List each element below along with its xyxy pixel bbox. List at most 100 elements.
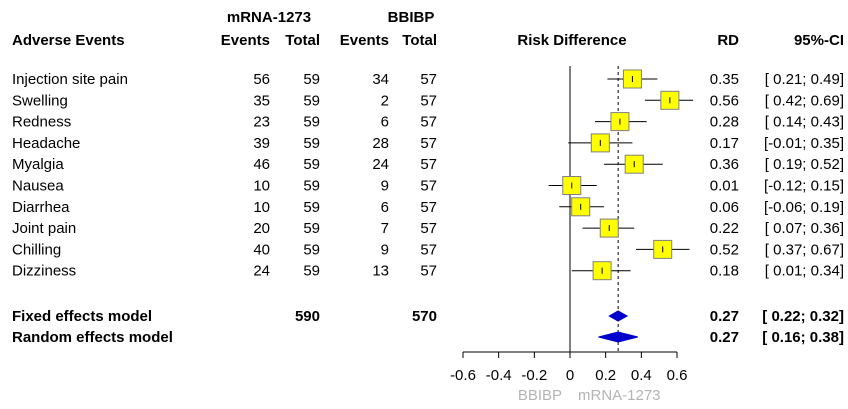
row-total-mrna: 59 [303, 135, 320, 152]
row-total-mrna: 59 [303, 92, 320, 109]
row-total-mrna: 59 [303, 241, 320, 258]
row-label: Joint pain [12, 220, 76, 237]
header-group2: BBIBP [388, 9, 435, 26]
row-rd-value: 0.06 [710, 199, 739, 216]
row-total-bbibp: 57 [420, 114, 437, 131]
summary-diamond [598, 331, 638, 343]
row-total-mrna: 59 [303, 220, 320, 237]
row-total-mrna: 59 [303, 156, 320, 173]
row-events-mrna: 35 [253, 92, 270, 109]
row-label: Chilling [12, 241, 61, 258]
x-tick-label: -0.6 [450, 367, 476, 384]
row-events-mrna: 40 [253, 241, 270, 258]
summary-diamond [608, 310, 629, 322]
row-events-bbibp: 2 [381, 92, 389, 109]
row-total-mrna: 59 [303, 71, 320, 88]
row-rd-value: 0.52 [710, 241, 739, 258]
row-events-bbibp: 6 [381, 114, 389, 131]
row-total-mrna: 59 [303, 114, 320, 131]
row-rd-value: 0.36 [710, 156, 739, 173]
summary-total-bbibp: 570 [412, 308, 437, 325]
row-events-bbibp: 7 [381, 220, 389, 237]
row-total-bbibp: 57 [420, 241, 437, 258]
summary-rd-value: 0.27 [710, 329, 739, 346]
header-events-1: Events [221, 32, 270, 49]
row-rd-value: 0.18 [710, 263, 739, 280]
row-events-mrna: 20 [253, 220, 270, 237]
summary-ci-value: [ 0.22; 0.32] [762, 308, 844, 325]
row-rd-value: 0.17 [710, 135, 739, 152]
row-events-mrna: 10 [253, 199, 270, 216]
header-ci: 95%-CI [794, 32, 844, 49]
row-events-bbibp: 13 [372, 263, 389, 280]
row-total-bbibp: 57 [420, 263, 437, 280]
row-ci-value: [ 0.37; 0.67] [765, 241, 844, 258]
row-events-mrna: 23 [253, 114, 270, 131]
header-total-1: Total [285, 32, 320, 49]
x-tick-label: -0.2 [521, 367, 547, 384]
row-ci-value: [-0.01; 0.35] [764, 135, 844, 152]
row-events-mrna: 10 [253, 178, 270, 195]
favours-right-label: mRNA-1273 [578, 387, 661, 404]
row-events-bbibp: 28 [372, 135, 389, 152]
row-ci-value: [-0.12; 0.15] [764, 178, 844, 195]
row-events-bbibp: 9 [381, 241, 389, 258]
x-tick-label: -0.4 [486, 367, 512, 384]
row-events-bbibp: 6 [381, 199, 389, 216]
row-label: Headache [12, 135, 80, 152]
header-events-2: Events [340, 32, 389, 49]
row-rd-value: 0.28 [710, 114, 739, 131]
row-label: Dizziness [12, 263, 76, 280]
x-tick-label: 0.4 [631, 367, 652, 384]
x-tick-label: 0 [566, 367, 574, 384]
row-ci-value: [ 0.14; 0.43] [765, 114, 844, 131]
summary-label: Random effects model [12, 329, 173, 346]
row-total-bbibp: 57 [420, 156, 437, 173]
header-group1: mRNA-1273 [227, 9, 311, 26]
header-rd: RD [717, 32, 739, 49]
row-total-mrna: 59 [303, 199, 320, 216]
row-rd-value: 0.35 [710, 71, 739, 88]
row-events-bbibp: 24 [372, 156, 389, 173]
row-label: Swelling [12, 92, 68, 109]
row-events-mrna: 39 [253, 135, 270, 152]
x-tick-label: 0.6 [667, 367, 688, 384]
row-total-bbibp: 57 [420, 92, 437, 109]
row-label: Nausea [12, 178, 64, 195]
row-label: Injection site pain [12, 71, 128, 88]
row-ci-value: [ 0.07; 0.36] [765, 220, 844, 237]
row-label: Myalgia [12, 156, 64, 173]
row-ci-value: [ 0.42; 0.69] [765, 92, 844, 109]
row-total-bbibp: 57 [420, 135, 437, 152]
favours-left-label: BBIBP [518, 387, 562, 404]
row-ci-value: [ 0.01; 0.34] [765, 263, 844, 280]
row-total-mrna: 59 [303, 178, 320, 195]
x-tick-label: 0.2 [595, 367, 616, 384]
row-events-mrna: 24 [253, 263, 270, 280]
row-events-mrna: 46 [253, 156, 270, 173]
row-events-bbibp: 9 [381, 178, 389, 195]
row-label: Redness [12, 114, 71, 131]
row-ci-value: [ 0.19; 0.52] [765, 156, 844, 173]
header-total-2: Total [402, 32, 437, 49]
summary-ci-value: [ 0.16; 0.38] [762, 329, 844, 346]
row-total-bbibp: 57 [420, 220, 437, 237]
summary-rd-value: 0.27 [710, 308, 739, 325]
row-total-bbibp: 57 [420, 178, 437, 195]
row-rd-value: 0.56 [710, 92, 739, 109]
row-total-mrna: 59 [303, 263, 320, 280]
row-ci-value: [-0.06; 0.19] [764, 199, 844, 216]
header-label-col: Adverse Events [12, 32, 125, 49]
row-events-bbibp: 34 [372, 71, 389, 88]
summary-label: Fixed effects model [12, 308, 152, 325]
header-plot: Risk Difference [517, 32, 626, 49]
row-events-mrna: 56 [253, 71, 270, 88]
row-total-bbibp: 57 [420, 71, 437, 88]
row-label: Diarrhea [12, 199, 70, 216]
row-rd-value: 0.01 [710, 178, 739, 195]
row-total-bbibp: 57 [420, 199, 437, 216]
row-ci-value: [ 0.21; 0.49] [765, 71, 844, 88]
row-rd-value: 0.22 [710, 220, 739, 237]
summary-total-mrna: 590 [295, 308, 320, 325]
